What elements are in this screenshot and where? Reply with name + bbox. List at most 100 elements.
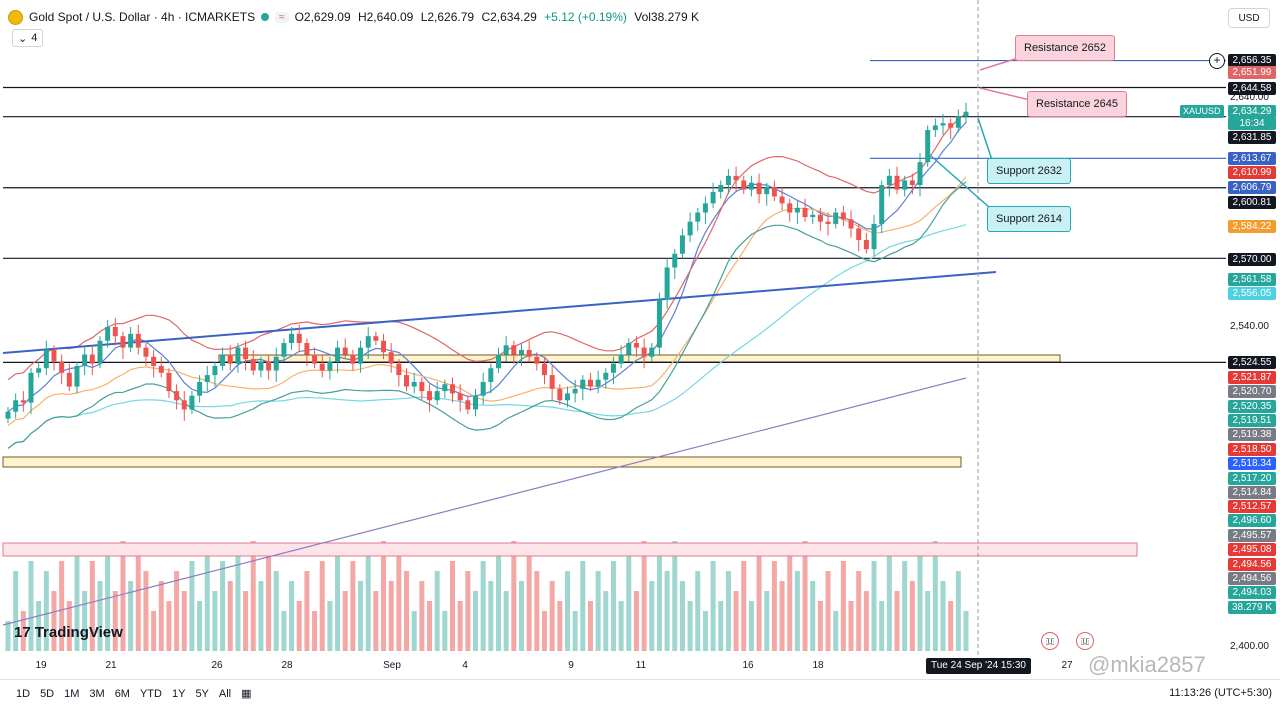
candle (158, 356, 164, 378)
candle (89, 345, 95, 376)
us-flag-icon[interactable]: 🇺 (1076, 632, 1094, 650)
range-button[interactable]: 1D (16, 687, 31, 700)
volume-bar (679, 581, 685, 651)
demand-zone[interactable] (2, 456, 962, 468)
candle (810, 210, 816, 224)
indicator-count: 4 (31, 32, 38, 44)
date-range-icon[interactable]: ▦ (241, 688, 252, 700)
volume-bar (595, 571, 601, 651)
time-tick: 26 (211, 660, 223, 671)
symbol-title[interactable]: Gold Spot / U.S. Dollar · 4h · ICMARKETS (29, 10, 256, 24)
volume-bar (495, 551, 501, 651)
candle (963, 102, 969, 124)
candle (511, 340, 517, 364)
range-button[interactable]: 1M (64, 687, 80, 700)
price-label: 2,634.29 (1228, 105, 1276, 118)
ma-slow-line (7, 224, 967, 449)
volume-bar (20, 611, 26, 651)
range-button[interactable]: 1Y (171, 687, 186, 700)
time-tick: 9 (568, 660, 574, 671)
candle (580, 375, 586, 401)
candle (894, 166, 900, 195)
candle (902, 175, 908, 197)
resistance-2652-note[interactable]: Resistance 2652 (1015, 35, 1115, 61)
support-2614-pointer (929, 154, 991, 209)
ma-long-line (2, 377, 967, 626)
volume-bar (189, 561, 195, 651)
volume-bar (59, 561, 65, 651)
candle (82, 347, 88, 376)
range-button[interactable]: All (218, 687, 232, 700)
volume-bar (82, 591, 88, 651)
range-button[interactable]: 5Y (195, 687, 209, 700)
candle (886, 168, 892, 197)
volume-bar (810, 581, 816, 651)
indicator-wave-icon[interactable]: ≈ (275, 11, 289, 23)
price-label: 2,520.70 (1228, 385, 1276, 398)
time-tick: Sep (383, 660, 401, 671)
range-button[interactable]: 6M (114, 687, 130, 700)
volume-bar (932, 541, 938, 651)
candle (327, 356, 333, 380)
candle (250, 349, 256, 376)
range-button[interactable]: 5D (40, 687, 55, 700)
volume-bar (626, 551, 632, 651)
volume-bar (319, 561, 325, 651)
volume-bar (312, 611, 318, 651)
volume-bar (43, 571, 49, 651)
volume-bar (450, 561, 456, 651)
volume-bar (258, 581, 264, 651)
volume-bar (549, 581, 555, 651)
rising-trendline[interactable] (2, 271, 997, 354)
volume-bar (112, 591, 118, 651)
candle (465, 395, 471, 415)
change-value: +5.12 (+0.19%) (544, 10, 627, 24)
candle (43, 340, 49, 376)
candle (434, 381, 440, 405)
range-button[interactable]: 3M (89, 687, 105, 700)
candle (13, 393, 19, 419)
currency-selector[interactable]: USD (1228, 8, 1270, 28)
zones (2, 354, 1138, 557)
volume-bar (503, 591, 509, 651)
price-label: 2,519.38 (1228, 428, 1276, 441)
range-button[interactable]: YTD (139, 687, 162, 700)
price-tick: 2,540.00 (1230, 321, 1269, 332)
indicators-toggle[interactable]: ⌄ 4 (12, 29, 44, 47)
volume-bar (756, 551, 762, 651)
volume-bar (396, 551, 402, 651)
price-chart[interactable] (0, 0, 1226, 655)
price-label: 2,494.03 (1228, 586, 1276, 599)
time-axis[interactable]: Tue 24 Sep '24 15:30 19 21 26 28 Sep 4 9 11 16 18… (0, 655, 1226, 679)
price-label: 2,570.00 (1228, 253, 1276, 266)
volume-bar (894, 591, 900, 651)
candle (112, 317, 118, 346)
volume-bar (365, 551, 371, 651)
candle (917, 152, 923, 197)
candle (679, 228, 685, 259)
volume-bar (557, 601, 563, 651)
volume-bar (66, 601, 72, 651)
candle (442, 379, 448, 398)
resistance-2645-note[interactable]: Resistance 2645 (1027, 91, 1127, 117)
candle (365, 327, 371, 360)
candle (656, 292, 662, 355)
price-axis[interactable]: 2,640.00 2,540.00 2,400.00 2,656.35 2,651.99… (1180, 0, 1280, 655)
candle (787, 198, 793, 222)
volume-bar (120, 541, 126, 651)
candle (51, 345, 57, 371)
add-alert-icon[interactable]: + (1209, 53, 1225, 69)
candle (595, 370, 601, 394)
support-2614-note[interactable]: Support 2614 (987, 206, 1072, 232)
volume-bar (442, 611, 448, 651)
candle (833, 207, 839, 229)
candle (549, 365, 555, 401)
chart-header: Gold Spot / U.S. Dollar · 4h · ICMARKETS… (0, 0, 1280, 48)
support-2632-note[interactable]: Support 2632 (987, 158, 1072, 184)
volume-bar (128, 581, 134, 651)
candle (304, 338, 310, 366)
volume-zone[interactable] (2, 542, 1138, 557)
us-flag-icon[interactable]: 🇺 (1041, 632, 1059, 650)
volume-bar (963, 611, 969, 651)
candle (925, 125, 931, 167)
